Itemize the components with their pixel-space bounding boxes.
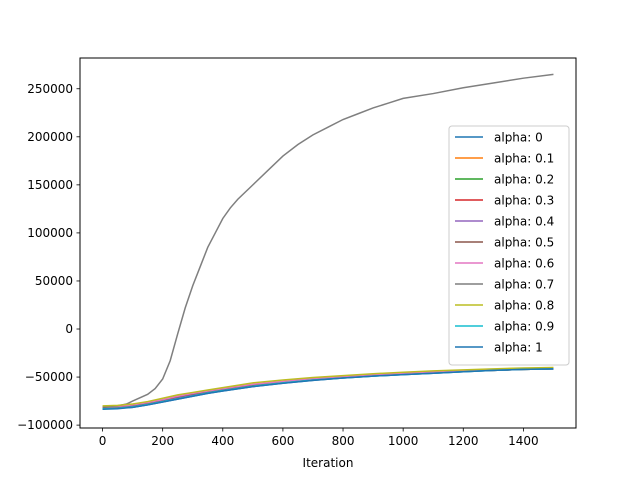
y-tick-label: 0 [65,322,73,336]
series-line-1 [102,367,554,409]
legend-entry-label: alpha: 0 [494,131,543,145]
y-tick-label: 150000 [27,178,73,192]
series-line-9 [102,368,554,410]
series-line-3 [102,368,554,410]
legend-entry-label: alpha: 1 [494,341,543,355]
legend-entry-label: alpha: 0.4 [494,215,554,229]
y-tick-label: 100000 [27,226,73,240]
axes-frame [79,57,577,429]
x-tick-label: 200 [151,434,174,448]
x-tick-label: 1200 [448,434,479,448]
series-line-5 [102,367,554,409]
plot-area [102,73,554,411]
x-tick-label: 0 [99,434,107,448]
legend-entry-label: alpha: 0.2 [494,173,554,187]
legend-entry-label: alpha: 0.3 [494,194,554,208]
legend: alpha: 0 alpha: 0.1 alpha: 0.2 alpha: 0.3 al… [448,125,570,366]
x-tick-label: 800 [332,434,355,448]
y-tick-label: 250000 [27,82,73,96]
legend-entry-label: alpha: 0.1 [494,152,554,166]
y-tick-label: −100000 [17,418,73,432]
legend-entry-label: alpha: 0.7 [494,278,554,292]
legend-entry-label: alpha: 0.6 [494,257,554,271]
legend-entry-label: alpha: 0.9 [494,320,554,334]
y-tick-label: 200000 [27,130,73,144]
series-line-2 [102,368,554,409]
series-line-0 [102,368,554,410]
series-line-4 [102,368,554,409]
x-tick-label: 400 [211,434,234,448]
series-line-7 [102,73,554,408]
legend-entry-label: alpha: 0.5 [494,236,554,250]
y-axis: −100000 −50000 0 50000 100000 150000 200000 250… [17,82,80,432]
y-tick-label: −50000 [25,370,73,384]
legend-entry-label: alpha: 0.8 [494,299,554,313]
x-axis-label: Iteration [303,456,354,470]
y-tick-label: 50000 [35,274,73,288]
x-tick-label: 600 [271,434,294,448]
series-line-10 [102,368,554,411]
x-tick-label: 1400 [508,434,539,448]
x-axis: 0 200 400 600 800 1000 1200 1400 [99,428,539,448]
x-tick-label: 1000 [388,434,419,448]
series-line-8 [102,366,554,407]
